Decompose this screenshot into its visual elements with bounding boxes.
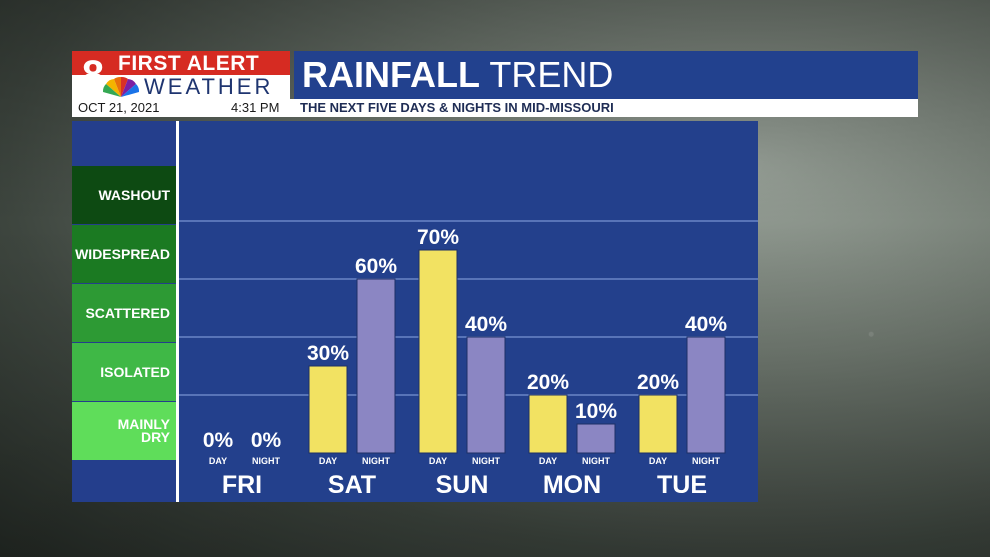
category-scale: WASHOUT WIDESPREAD SCATTERED ISOLATED MAINLY…: [72, 121, 176, 502]
chart-plot: 0% DAY 0% NIGHT FRI 30% DAY 60% NIGHT SAT 70% DAY 40…: [179, 121, 758, 502]
logo-red-band: [72, 51, 290, 75]
series-label-sun-night: NIGHT: [472, 456, 501, 466]
title-light: TREND: [489, 54, 614, 95]
station-logo: 8 FIRST ALERT WEATHER: [72, 51, 290, 99]
bar-mon-night: [576, 423, 616, 454]
series-label-fri-night: NIGHT: [252, 456, 281, 466]
logo-weather: WEATHER: [144, 74, 274, 99]
day-label-sat: SAT: [328, 471, 376, 499]
scale-band-isolated: ISOLATED: [72, 343, 176, 401]
date-label: OCT 21, 2021: [78, 100, 160, 115]
series-label-sun-day: DAY: [429, 456, 447, 466]
rainfall-chart: 0% DAY 0% NIGHT FRI 30% DAY 60% NIGHT SAT 70% DAY 40…: [179, 220, 758, 499]
day-label-sun: SUN: [436, 471, 489, 499]
subtitle: THE NEXT FIVE DAYS & NIGHTS IN MID-MISSO…: [300, 100, 614, 115]
value-label-fri-night: 0%: [251, 429, 282, 452]
scale-divider: [176, 121, 179, 502]
value-label-fri-day: 0%: [203, 429, 234, 452]
peacock-icon: [102, 76, 140, 97]
value-label-tue-night: 40%: [685, 313, 727, 336]
scale-band-mainly-dry: MAINLY DRY: [72, 402, 176, 460]
subtitle-bar: OCT 21, 2021 4:31 PM THE NEXT FIVE DAYS …: [72, 99, 918, 117]
bar-tue-night: [686, 336, 726, 454]
value-label-sat-day: 30%: [307, 342, 349, 365]
series-label-fri-day: DAY: [209, 456, 227, 466]
series-label-sat-day: DAY: [319, 456, 337, 466]
title-bold: RAINFALL: [302, 54, 480, 95]
series-label-mon-night: NIGHT: [582, 456, 611, 466]
bar-sat-night: [356, 278, 396, 454]
logo-first-alert: FIRST ALERT: [118, 52, 260, 75]
day-label-fri: FRI: [222, 471, 262, 499]
bar-sat-day: [308, 365, 348, 454]
chart-panel: WASHOUT WIDESPREAD SCATTERED ISOLATED MAINLY…: [72, 121, 758, 502]
bar-tue-day: [638, 394, 678, 454]
series-label-tue-night: NIGHT: [692, 456, 721, 466]
value-label-sat-night: 60%: [355, 255, 397, 278]
time-label: 4:31 PM: [231, 100, 280, 115]
series-label-sat-night: NIGHT: [362, 456, 391, 466]
value-label-mon-day: 20%: [527, 371, 569, 394]
value-label-sun-day: 70%: [417, 226, 459, 249]
page-title: RAINFALL TREND: [302, 51, 613, 99]
value-label-sun-night: 40%: [465, 313, 507, 336]
logo-channel-number: 8: [81, 53, 105, 97]
day-label-tue: TUE: [657, 471, 707, 499]
title-bar: RAINFALL TREND: [294, 51, 918, 99]
scale-band-washout: WASHOUT: [72, 166, 176, 224]
day-label-mon: MON: [543, 471, 601, 499]
scale-band-widespread: WIDESPREAD: [72, 225, 176, 283]
scale-band-scattered: SCATTERED: [72, 284, 176, 342]
value-label-tue-day: 20%: [637, 371, 679, 394]
bar-sun-day: [418, 249, 458, 454]
bar-mon-day: [528, 394, 568, 454]
series-label-mon-day: DAY: [539, 456, 557, 466]
header: 8 FIRST ALERT WEATHER RAINFALL TREND OCT…: [72, 51, 918, 117]
series-label-tue-day: DAY: [649, 456, 667, 466]
value-label-mon-night: 10%: [575, 400, 617, 423]
bar-sun-night: [466, 336, 506, 454]
